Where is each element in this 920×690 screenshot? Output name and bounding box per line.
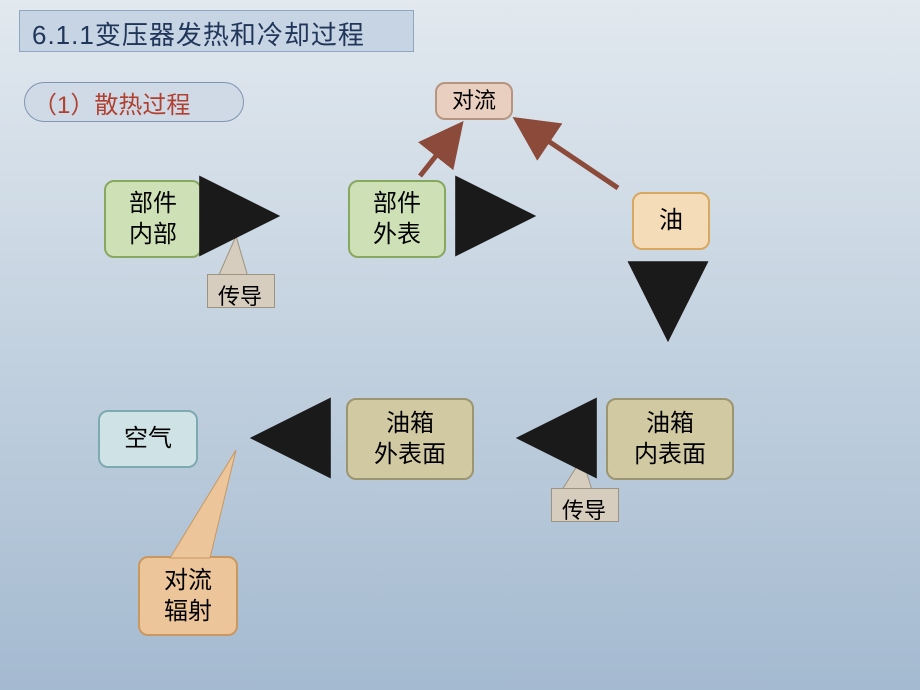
section-title: 6.1.1变压器发热和冷却过程 <box>19 10 414 52</box>
node-tank-outside: 油箱 外表面 <box>346 398 474 480</box>
flow-arrows-maroon <box>420 122 618 188</box>
callout-pointer <box>218 236 248 277</box>
node-convection-top: 对流 <box>435 82 513 120</box>
label-text: 传导 <box>218 284 262 309</box>
node-label: 油 <box>659 205 683 236</box>
node-label: 空气 <box>124 423 172 454</box>
label-text: 传导 <box>562 498 606 523</box>
node-label: 部件 内部 <box>129 188 177 250</box>
subsection-title: （1）散热过程 <box>24 82 244 122</box>
node-oil: 油 <box>632 192 710 250</box>
arrow-maroon <box>420 128 458 176</box>
callout-pointer <box>562 458 592 490</box>
node-label: 部件 外表 <box>373 188 421 250</box>
node-label: 对流 辐射 <box>164 565 212 627</box>
node-label: 油箱 内表面 <box>634 408 706 470</box>
node-part-outside: 部件 外表 <box>348 180 446 258</box>
node-air: 空气 <box>98 410 198 468</box>
node-label: 对流 <box>452 87 496 116</box>
arrow-maroon <box>520 122 618 188</box>
subsection-title-text: （1）散热过程 <box>33 92 190 119</box>
node-label: 油箱 外表面 <box>374 408 446 470</box>
node-part-inside: 部件 内部 <box>104 180 202 258</box>
label-conduction-2: 传导 <box>551 488 619 522</box>
section-title-text: 6.1.1变压器发热和冷却过程 <box>32 20 365 50</box>
label-conduction-1: 传导 <box>207 274 275 308</box>
node-conv-rad: 对流 辐射 <box>138 556 238 636</box>
node-tank-inside: 油箱 内表面 <box>606 398 734 480</box>
